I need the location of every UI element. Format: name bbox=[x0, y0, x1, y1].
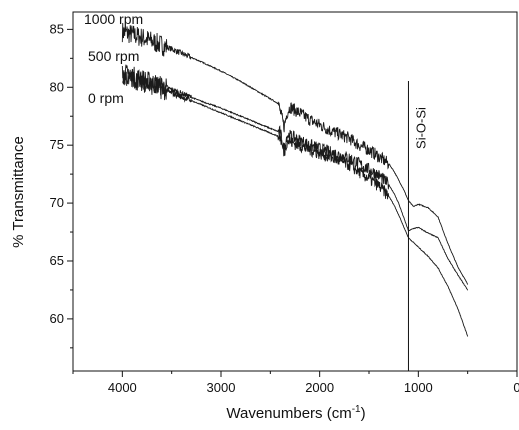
x-axis-title-end: ) bbox=[361, 405, 366, 422]
y-tick-label: 70 bbox=[50, 195, 64, 210]
series-line bbox=[121, 65, 469, 337]
y-tick-label: 85 bbox=[50, 21, 64, 36]
y-tick-label: 75 bbox=[50, 137, 64, 152]
x-tick-label: 2000 bbox=[305, 380, 334, 395]
x-tick-label: 4000 bbox=[108, 380, 137, 395]
plot-frame bbox=[72, 11, 518, 372]
annotation-label: Si-O-Si bbox=[413, 107, 428, 149]
series-line bbox=[122, 64, 469, 291]
y-axis-title: % Transmittance bbox=[10, 136, 27, 248]
y-tick-label: 80 bbox=[50, 79, 64, 94]
y-tick-label: 60 bbox=[50, 311, 64, 326]
x-tick-label: 0 bbox=[513, 380, 519, 395]
series-label: 0 rpm bbox=[88, 90, 124, 106]
x-tick-label: 3000 bbox=[207, 380, 236, 395]
series-line bbox=[121, 23, 469, 285]
x-tick-label: 1000 bbox=[404, 380, 433, 395]
x-axis-title-sup: -1 bbox=[352, 404, 361, 415]
series-label: 500 rpm bbox=[88, 48, 139, 64]
series-label: 1000 rpm bbox=[84, 11, 143, 27]
x-axis-title-main: Wavenumbers (cm bbox=[226, 405, 351, 422]
x-axis-title: Wavenumbers (cm-1) bbox=[226, 404, 365, 422]
y-tick-label: 65 bbox=[50, 253, 64, 268]
